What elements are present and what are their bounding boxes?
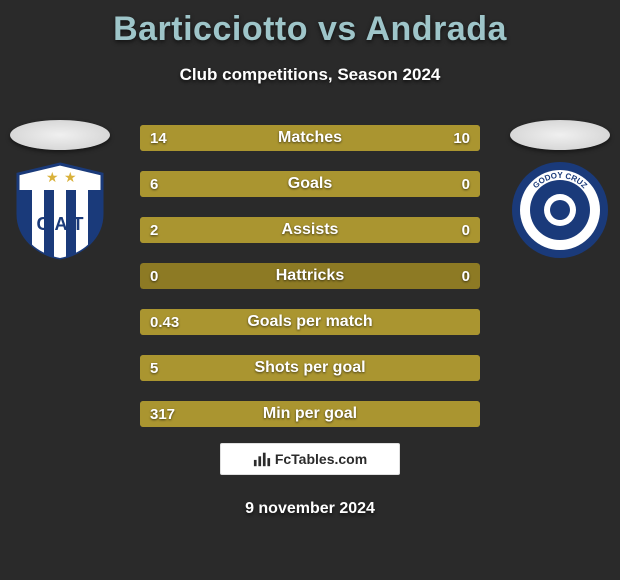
stat-label: Min per goal <box>140 401 480 427</box>
svg-text:C.A.T: C.A.T <box>37 214 84 234</box>
club-badge-left: ★ ★ C.A.T <box>10 160 110 260</box>
stat-row: 0.43Goals per match <box>140 309 480 335</box>
subtitle: Club competitions, Season 2024 <box>0 65 620 85</box>
stat-row: 1410Matches <box>140 125 480 151</box>
stat-label: Hattricks <box>140 263 480 289</box>
stat-label: Assists <box>140 217 480 243</box>
flag-ellipse-right <box>510 120 610 150</box>
page-title: Barticciotto vs Andrada <box>0 0 620 49</box>
bar-chart-icon <box>253 450 271 468</box>
title-player-left: Barticciotto <box>113 10 308 48</box>
brand-text: FcTables.com <box>275 451 367 467</box>
club-right: GODOY CRUZ <box>500 120 620 260</box>
stat-row: 20Assists <box>140 217 480 243</box>
shield-icon: ★ ★ C.A.T <box>10 160 110 260</box>
flag-ellipse-left <box>10 120 110 150</box>
title-player-right: Andrada <box>365 10 506 48</box>
title-vs: vs <box>318 10 357 48</box>
stat-label: Goals <box>140 171 480 197</box>
round-badge-icon: GODOY CRUZ <box>510 160 610 260</box>
stat-label: Goals per match <box>140 309 480 335</box>
club-badge-right: GODOY CRUZ <box>510 160 610 260</box>
footer-date: 9 november 2024 <box>0 500 620 518</box>
stat-row: 60Goals <box>140 171 480 197</box>
svg-text:★: ★ <box>64 169 77 185</box>
svg-text:★: ★ <box>46 169 59 185</box>
club-left: ★ ★ C.A.T <box>0 120 120 260</box>
stats-area: 1410Matches 60Goals 20Assists 00Hattricks 0.… <box>140 125 480 447</box>
stat-label: Shots per goal <box>140 355 480 381</box>
stat-row: 5Shots per goal <box>140 355 480 381</box>
stat-row: 317Min per goal <box>140 401 480 427</box>
stat-label: Matches <box>140 125 480 151</box>
stat-row: 00Hattricks <box>140 263 480 289</box>
brand-box: FcTables.com <box>220 443 400 475</box>
